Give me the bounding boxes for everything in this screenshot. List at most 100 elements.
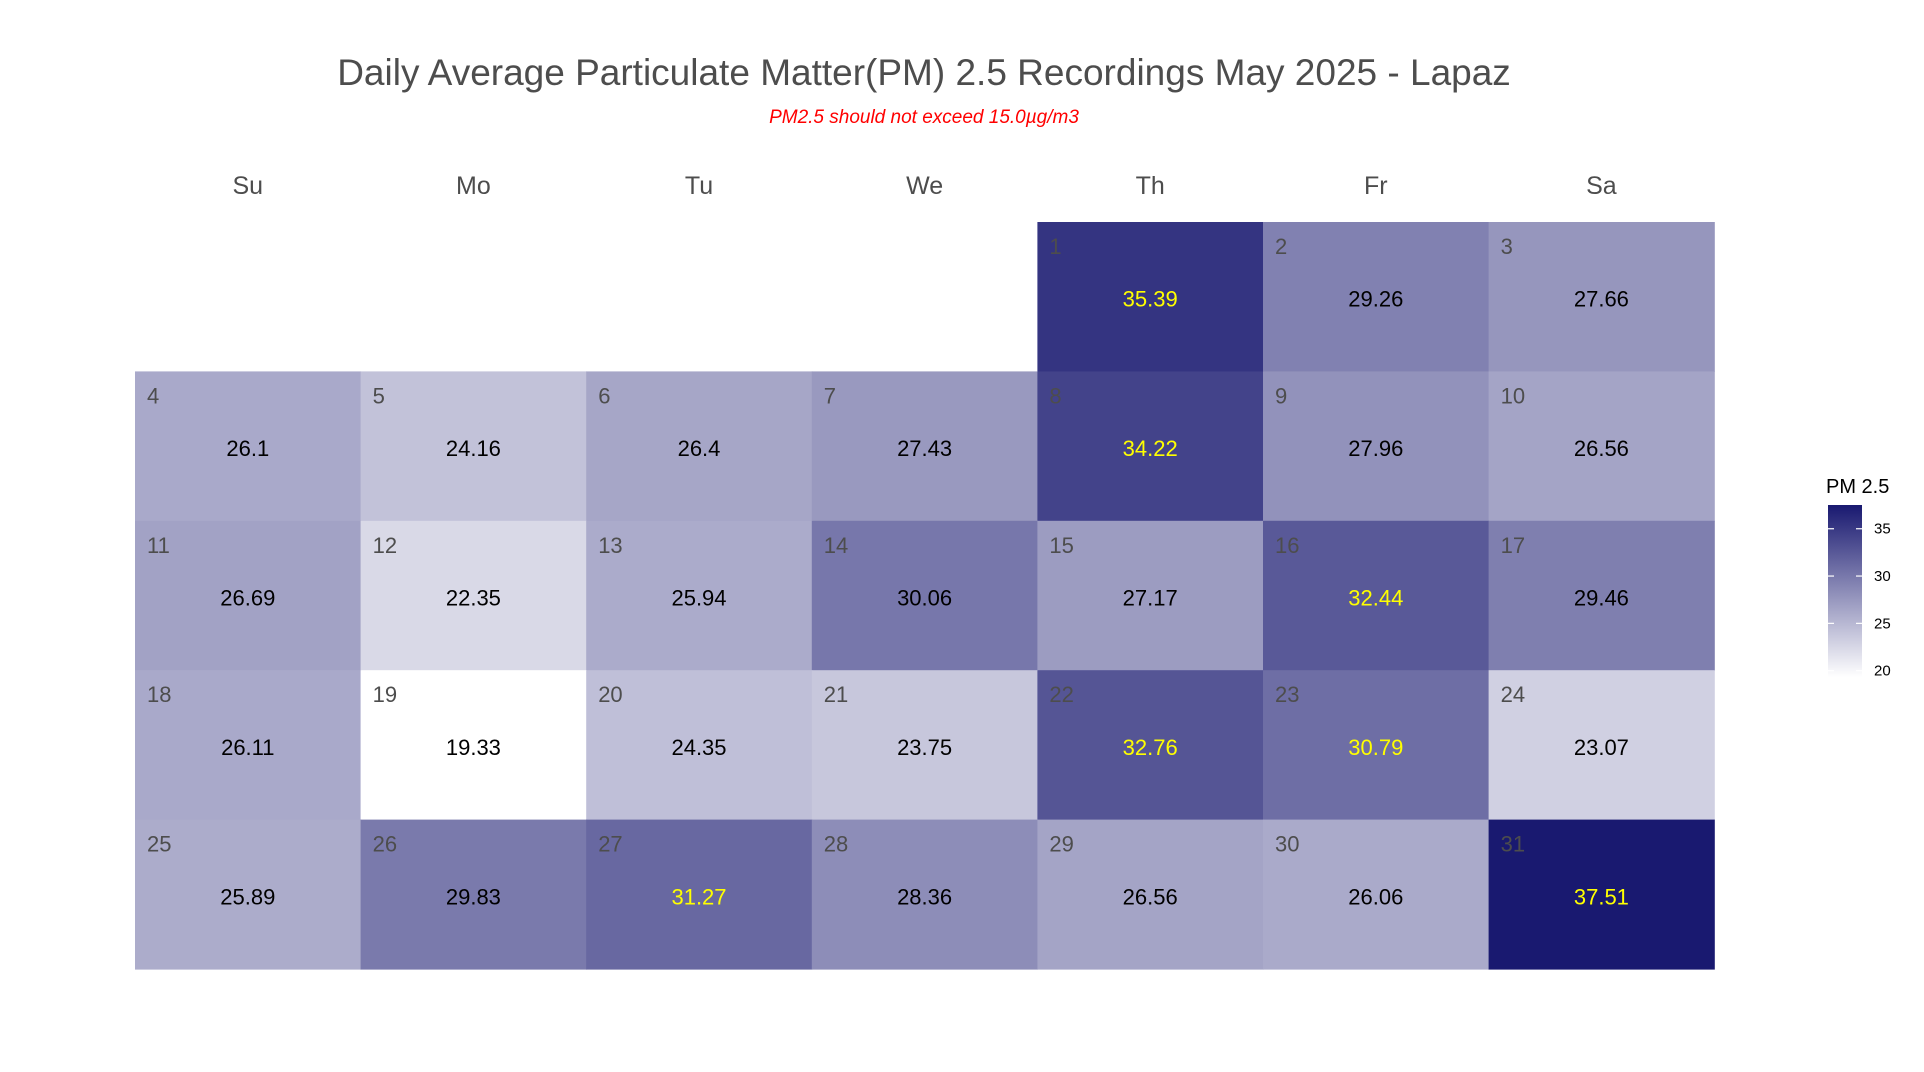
day-tile [135,670,362,821]
day-number: 9 [1275,383,1287,408]
day-cell-31: 31 37.51 [1488,819,1715,970]
day-tile [135,371,362,522]
weekday-label-we: We [906,172,943,200]
day-tile [360,520,587,671]
day-tile [1037,222,1264,372]
day-number: 11 [147,533,170,558]
day-tile [1037,819,1264,970]
day-number: 12 [373,533,397,558]
day-number: 7 [824,383,836,408]
day-tile [586,371,813,522]
day-tile [586,819,813,970]
pm25-value-label: 22.35 [446,586,501,611]
pm25-value-label: 32.76 [1123,735,1178,760]
day-number: 22 [1049,682,1073,707]
day-cell-22: 22 32.76 [1037,670,1264,821]
day-number: 16 [1275,533,1299,558]
day-tile [811,819,1038,970]
day-cell-6: 626.4 [586,371,813,522]
legend-tick-label: 20 [1874,663,1891,680]
day-tile [1037,670,1264,821]
day-cell-18: 18 26.11 [135,670,362,821]
day-cell-20: 20 24.35 [586,670,813,821]
pm25-value-label: 30.79 [1348,735,1403,760]
day-cell-12: 12 22.35 [360,520,587,671]
day-cell-24: 24 23.07 [1488,670,1715,821]
day-number: 13 [598,533,622,558]
pm25-value-label: 32.44 [1348,586,1403,611]
day-number: 23 [1275,682,1299,707]
pm25-value-label: 29.26 [1348,287,1403,312]
day-number: 17 [1501,533,1525,558]
day-cell-13: 13 25.94 [586,520,813,671]
pm25-value-label: 26.06 [1348,884,1403,909]
legend-title: PM 2.5 [1826,476,1889,498]
day-tile [811,520,1038,671]
day-number: 19 [373,682,397,707]
pm25-value-label: 27.96 [1348,436,1403,461]
day-cell-14: 14 30.06 [811,520,1038,671]
day-tile [586,520,813,671]
calendar-grid: 135.39229.26327.66426.1524.16626.4727.43… [135,222,1715,970]
day-cell-26: 26 29.83 [360,819,587,970]
chart-subtitle: PM2.5 should not exceed 15.0µg/m3 [769,107,1079,128]
day-tile [1488,371,1715,522]
day-cell-16: 16 32.44 [1263,520,1490,671]
pm25-value-label: 23.07 [1574,735,1629,760]
pm25-value-label: 37.51 [1574,884,1629,909]
pm25-value-label: 28.36 [897,884,952,909]
weekday-label-th: Th [1136,172,1165,200]
legend-colorbar [1828,505,1862,677]
day-tile [1488,819,1715,970]
pm25-value-label: 26.1 [226,436,269,461]
day-cell-1: 135.39 [1037,222,1264,372]
pm25-value-label: 26.4 [678,436,721,461]
pm25-value-label: 26.56 [1574,436,1629,461]
pm25-value-label: 29.46 [1574,586,1629,611]
day-cell-2: 229.26 [1263,222,1490,372]
pm25-value-label: 19.33 [446,735,501,760]
day-cell-25: 25 25.89 [135,819,362,970]
pm25-value-label: 26.56 [1123,884,1178,909]
pm25-value-label: 29.83 [446,884,501,909]
day-cell-29: 29 26.56 [1037,819,1264,970]
pm25-value-label: 27.43 [897,436,952,461]
weekday-label-sa: Sa [1586,172,1617,200]
day-number: 10 [1501,383,1525,408]
day-cell-10: 10 26.56 [1488,371,1715,522]
day-cell-17: 17 29.46 [1488,520,1715,671]
pm25-value-label: 34.22 [1123,436,1178,461]
pm25-value-label: 25.89 [220,884,275,909]
pm25-value-label: 27.66 [1574,287,1629,312]
day-number: 15 [1049,533,1073,558]
pm25-value-label: 23.75 [897,735,952,760]
day-number: 31 [1501,832,1525,857]
day-cell-8: 834.22 [1037,371,1264,522]
day-cell-15: 15 27.17 [1037,520,1264,671]
day-tile [1263,819,1490,970]
pm25-value-label: 26.11 [221,735,274,760]
day-tile [1488,520,1715,671]
legend-tick-label: 25 [1874,615,1891,632]
day-cell-5: 524.16 [360,371,587,522]
day-tile [360,819,587,970]
day-cell-21: 21 23.75 [811,670,1038,821]
day-number: 3 [1501,234,1513,259]
day-number: 1 [1049,234,1061,259]
day-number: 2 [1275,234,1287,259]
pm25-value-label: 24.16 [446,436,501,461]
pm25-value-label: 24.35 [671,735,726,760]
weekday-label-mo: Mo [456,172,491,200]
day-number: 20 [598,682,622,707]
day-tile [1037,371,1264,522]
day-number: 4 [147,383,159,408]
pm25-value-label: 27.17 [1123,586,1178,611]
day-number: 8 [1049,383,1061,408]
day-number: 5 [373,383,385,408]
pm25-value-label: 31.27 [671,884,726,909]
legend-tick-label: 35 [1874,521,1891,538]
day-tile [1263,670,1490,821]
day-number: 25 [147,832,171,857]
day-cell-19: 19 19.33 [360,670,587,821]
